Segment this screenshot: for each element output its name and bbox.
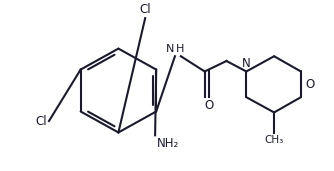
- Text: CH₃: CH₃: [265, 135, 284, 145]
- Text: O: O: [306, 78, 315, 91]
- Text: N: N: [242, 57, 251, 70]
- Text: NH₂: NH₂: [157, 137, 179, 150]
- Text: N: N: [166, 44, 174, 54]
- Text: Cl: Cl: [139, 3, 151, 16]
- Text: O: O: [204, 99, 213, 112]
- Text: Cl: Cl: [35, 115, 47, 128]
- Text: H: H: [176, 44, 184, 54]
